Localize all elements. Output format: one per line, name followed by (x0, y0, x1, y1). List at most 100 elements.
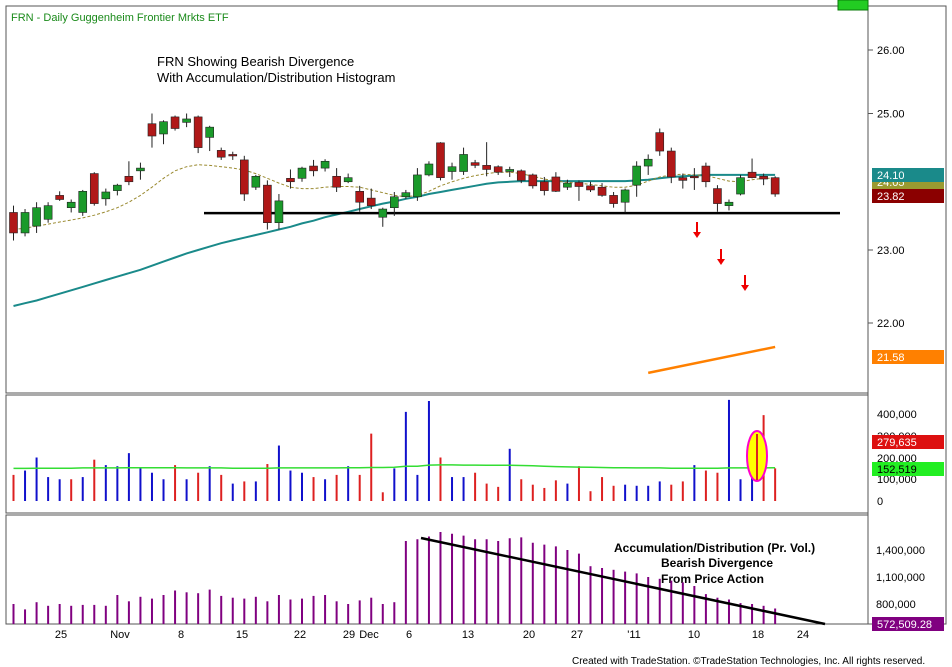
ad-panel-frame (5, 514, 869, 625)
candle-body (563, 182, 572, 188)
candle-body (378, 208, 388, 218)
candle-body (20, 212, 30, 234)
x-tick-label: 29 (343, 629, 355, 641)
price-panel-frame (5, 5, 869, 394)
x-tick-label: Nov (110, 629, 130, 641)
volume-series-group (12, 399, 777, 501)
candle-body (424, 163, 434, 176)
tag-volume-last-bg (872, 435, 944, 449)
down-arrow-head (741, 285, 749, 291)
tag-ma-long: 24.10 (877, 170, 905, 182)
x-tick-label: 27 (571, 629, 583, 641)
candle-body (205, 126, 214, 138)
candle-body (43, 205, 53, 220)
chart-title-line1: FRN Showing Bearish Divergence (157, 54, 354, 69)
volume-tick-label: 400,000 (877, 409, 917, 421)
ad-tick-label: 1,100,000 (876, 572, 925, 584)
candle-body (493, 166, 503, 173)
tag-volume-avg-bg (872, 462, 944, 476)
ad-tick-label: 1,400,000 (876, 545, 925, 557)
ad-annotation-line3: From Price Action (661, 572, 764, 586)
candle-body (78, 191, 88, 213)
tag-volume-avg: 152,519 (877, 464, 917, 476)
candle-body (401, 192, 411, 198)
candle-body (124, 175, 134, 183)
candle-body (690, 175, 699, 179)
candle-body (620, 189, 630, 203)
candle-body (366, 197, 376, 206)
candle-body (459, 154, 468, 172)
candle-body (390, 196, 399, 208)
x-tick-label: 20 (523, 629, 535, 641)
chart-title-line2: With Accumulation/Distribution Histogram (157, 70, 395, 85)
candle-body (666, 150, 676, 178)
candle-body (355, 191, 365, 203)
price-tick-label: 23.00 (877, 245, 905, 257)
candle-body (470, 162, 480, 166)
candle-body (309, 165, 318, 172)
candle-body (528, 174, 538, 187)
price-tick-label: 26.00 (877, 45, 905, 57)
candle-body (436, 142, 445, 178)
candle-body (724, 201, 734, 206)
candle-body (240, 159, 249, 195)
price-tick-label: 22.00 (877, 318, 905, 330)
ad-title: Accumulation/Distribution (Pr. Vol.) (614, 541, 815, 555)
candle-body (505, 169, 515, 172)
x-tick-label: 13 (462, 629, 474, 641)
candle-body (516, 170, 526, 181)
tag-last-price-bg (872, 189, 944, 203)
candle-body (101, 191, 111, 200)
symbol-label: FRN - Daily Guggenheim Frontier Mrkts ET… (11, 12, 229, 24)
candle-body (551, 176, 561, 192)
x-tick-label: 15 (236, 629, 248, 641)
candle-body (770, 177, 780, 195)
candle-body (413, 174, 422, 198)
volume-tick-label: 0 (877, 496, 883, 508)
candle-body (228, 154, 238, 157)
candle-body (586, 185, 595, 191)
down-arrow-head (693, 232, 701, 238)
candle-body (747, 171, 757, 178)
volume-tick-label: 100,000 (877, 474, 917, 486)
candle-body (286, 178, 295, 183)
footer-credit: Created with TradeStation. ©TradeStation… (572, 656, 925, 667)
candle-body (713, 188, 722, 204)
candle-body (736, 177, 745, 195)
x-tick-label: 10 (688, 629, 700, 641)
candle-body (9, 212, 18, 234)
x-tick-label: 24 (797, 629, 809, 641)
candle-body (320, 160, 330, 169)
candle-body (113, 184, 122, 191)
x-tick-label: Dec (359, 629, 379, 641)
candle-body (597, 186, 607, 196)
price-series-group (9, 113, 840, 375)
candle-body (159, 121, 168, 135)
candle-body (263, 184, 272, 224)
tag-last-price: 23.82 (877, 191, 905, 203)
candle-body (643, 158, 653, 167)
status-indicator[interactable] (837, 0, 869, 11)
volume-panel-frame (5, 394, 869, 514)
candle-body (55, 195, 64, 200)
candle-body (609, 195, 618, 204)
candle-body (332, 175, 341, 188)
x-tick-label: 6 (406, 629, 412, 641)
tag-ad-last: 572,509.28 (877, 619, 932, 631)
candle-body (574, 182, 584, 187)
candle-body (193, 116, 203, 148)
tag-ma-long-bg (872, 168, 944, 182)
candle-body (216, 150, 226, 158)
candle-body (678, 177, 688, 181)
ad-annotation-line2: Bearish Divergence (661, 556, 773, 570)
candle-body (136, 167, 145, 172)
volume-average-line (13, 464, 776, 470)
ad-trendline (420, 536, 826, 626)
x-tick-label: '11 (627, 629, 641, 641)
x-tick-label: 18 (752, 629, 764, 641)
ad-series-group (12, 532, 826, 626)
tag-ma-orange: 21.58 (877, 352, 905, 364)
tag-ma-orange-bg (872, 350, 944, 364)
candle-body (759, 175, 768, 180)
